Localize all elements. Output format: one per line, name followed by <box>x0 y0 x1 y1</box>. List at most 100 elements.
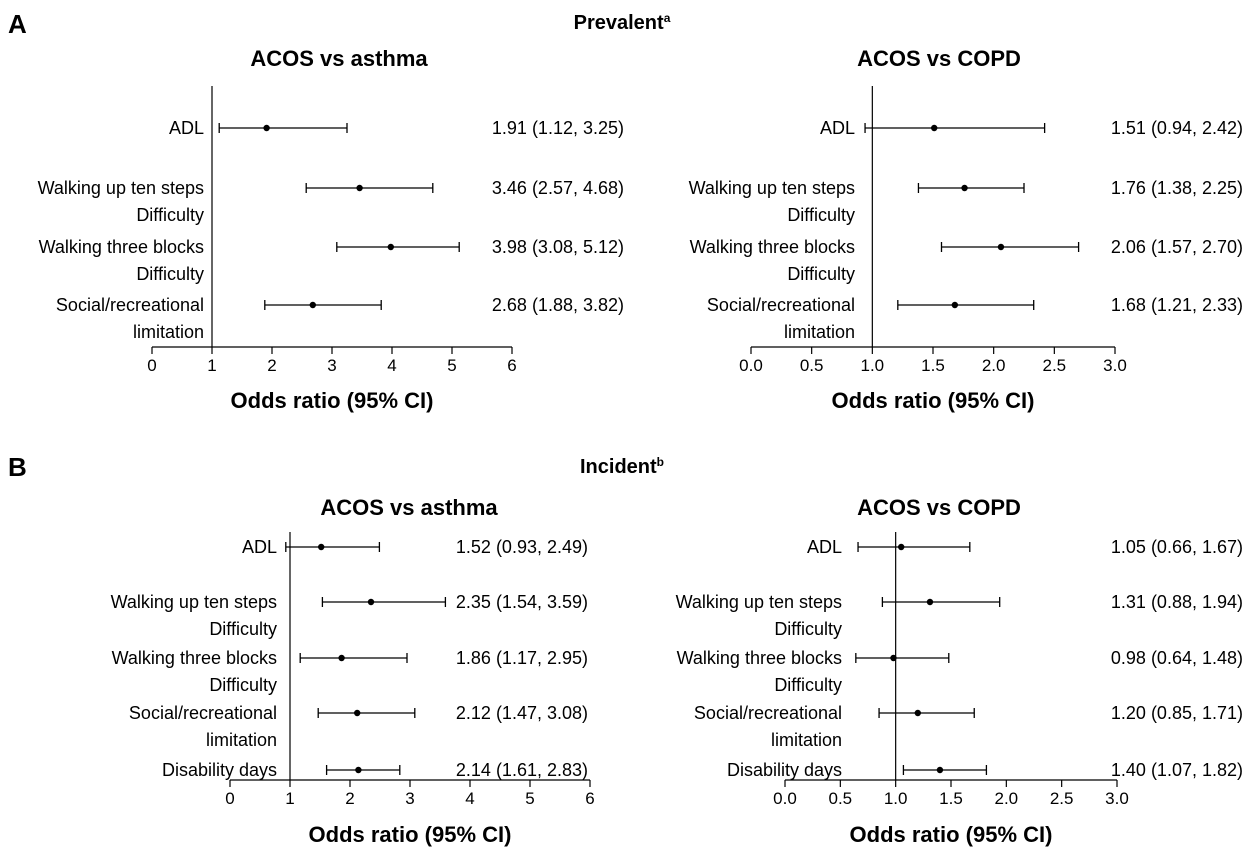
row-label: Walking up ten steps Difficulty <box>676 592 842 639</box>
point-estimate <box>318 543 325 551</box>
row-label: Social/recreational limitation <box>707 295 855 342</box>
plot-title: ACOS vs COPD <box>857 495 1021 520</box>
odds-ratio-text: 2.12 (1.47, 3.08) <box>456 703 588 723</box>
x-tick-label: 3.0 <box>1105 789 1129 808</box>
forest-plot-b-copd: ACOS vs COPD 0.0 0.5 1.0 1.5 2.0 2.5 3.0 Odds ra… <box>676 495 1243 847</box>
forest-plots: ACOS vs asthma 0 1 2 3 4 5 6 Odds ratio (95% CI)… <box>38 46 1243 847</box>
row-label: Walking up ten steps Difficulty <box>689 178 855 225</box>
odds-ratio-text: 3.46 (2.57, 4.68) <box>492 178 624 198</box>
x-axis-label: Odds ratio (95% CI) <box>850 822 1053 847</box>
x-tick-label: 3 <box>327 356 336 375</box>
row-label-line: Walking up ten steps <box>689 178 855 198</box>
forest-plot-b-asthma: ACOS vs asthma 0 1 2 3 4 5 6 Odds ratio (95% CI)… <box>111 495 595 847</box>
row-label-line: limitation <box>206 730 277 750</box>
row-label-line: Disability days <box>162 760 277 780</box>
row-label-line: ADL <box>807 537 842 557</box>
x-tick-label: 1.5 <box>921 356 945 375</box>
row-label-line: Social/recreational <box>707 295 855 315</box>
x-tick-label: 2.5 <box>1043 356 1067 375</box>
odds-ratio-text: 2.35 (1.54, 3.59) <box>456 592 588 612</box>
x-tick-label: 0 <box>225 789 234 808</box>
row-label: Social/recreational limitation <box>694 703 842 750</box>
panel-title-prevalent-text: Prevalent <box>574 12 664 34</box>
x-tick-label: 0.5 <box>829 789 853 808</box>
point-estimate <box>926 598 934 606</box>
point-estimate <box>936 766 944 774</box>
row-label-line: Walking three blocks <box>677 648 842 668</box>
row-label-line: Difficulty <box>787 205 855 225</box>
x-tick-label: 3 <box>405 789 414 808</box>
row-label: ADL <box>242 537 277 557</box>
point-estimate <box>338 654 345 662</box>
row-label-line: Difficulty <box>209 675 277 695</box>
x-tick-label: 0 <box>147 356 156 375</box>
point-estimate <box>263 124 270 132</box>
row-label-line: Social/recreational <box>129 703 277 723</box>
panel-title-incident-superscript: b <box>657 455 664 469</box>
x-tick-label: 6 <box>585 789 594 808</box>
row-label-line: Social/recreational <box>694 703 842 723</box>
x-tick-label: 5 <box>525 789 534 808</box>
odds-ratio-text: 1.52 (0.93, 2.49) <box>456 537 588 557</box>
odds-ratio-text: 1.31 (0.88, 1.94) <box>1111 592 1243 612</box>
x-axis-label: Odds ratio (95% CI) <box>309 822 512 847</box>
row-label-line: Disability days <box>727 760 842 780</box>
row-label: Social/recreational limitation <box>129 703 277 750</box>
row-label: Walking up ten steps Difficulty <box>111 592 277 639</box>
row-label-line: ADL <box>169 118 204 138</box>
row-label: Walking three blocks Difficulty <box>677 648 842 695</box>
x-tick-label: 2 <box>345 789 354 808</box>
forest-plot-a-asthma: ACOS vs asthma 0 1 2 3 4 5 6 Odds ratio (95% CI)… <box>38 46 624 413</box>
row-label-line: Walking up ten steps <box>111 592 277 612</box>
point-estimate <box>931 124 938 132</box>
row-label: Disability days <box>162 760 277 780</box>
x-tick-label: 1 <box>285 789 294 808</box>
row-label-line: limitation <box>133 322 204 342</box>
point-estimate <box>961 184 968 192</box>
x-tick-label: 0.5 <box>800 356 824 375</box>
odds-ratio-text: 1.68 (1.21, 2.33) <box>1111 295 1243 315</box>
point-estimate <box>997 243 1005 251</box>
row-label-line: Difficulty <box>774 619 842 639</box>
row-label-line: Walking up ten steps <box>676 592 842 612</box>
x-tick-label: 2.0 <box>995 789 1019 808</box>
x-axis-label: Odds ratio (95% CI) <box>832 388 1035 413</box>
row-label: ADL <box>169 118 204 138</box>
row-label-line: Difficulty <box>209 619 277 639</box>
odds-ratio-text: 0.98 (0.64, 1.48) <box>1111 648 1243 668</box>
odds-ratio-text: 2.68 (1.88, 3.82) <box>492 295 624 315</box>
x-tick-label: 1.0 <box>861 356 885 375</box>
panel-letter-b: B <box>8 452 27 482</box>
panel-title-incident-text: Incident <box>580 456 657 478</box>
plot-title: ACOS vs asthma <box>250 46 428 71</box>
odds-ratio-text: 1.91 (1.12, 3.25) <box>492 118 624 138</box>
plot-title: ACOS vs asthma <box>320 495 498 520</box>
row-label: Disability days <box>727 760 842 780</box>
point-estimate <box>355 766 362 774</box>
row-label-line: Difficulty <box>787 264 855 284</box>
row-label-line: Walking three blocks <box>39 237 204 257</box>
row-label-line: limitation <box>771 730 842 750</box>
odds-ratio-text: 1.76 (1.38, 2.25) <box>1111 178 1243 198</box>
row-label: Walking up ten steps Difficulty <box>38 178 204 225</box>
odds-ratio-text: 1.40 (1.07, 1.82) <box>1111 760 1243 780</box>
row-label-line: Walking three blocks <box>112 648 277 668</box>
row-label: Walking three blocks Difficulty <box>112 648 277 695</box>
x-tick-label: 1 <box>207 356 216 375</box>
x-tick-label: 5 <box>447 356 456 375</box>
row-label-line: limitation <box>784 322 855 342</box>
x-tick-label: 2.0 <box>982 356 1006 375</box>
row-label: ADL <box>807 537 842 557</box>
panel-title-incident: Incidentb <box>580 455 664 478</box>
point-estimate <box>951 301 959 309</box>
x-tick-label: 4 <box>387 356 396 375</box>
point-estimate <box>387 243 394 251</box>
forest-plot-a-copd: ACOS vs COPD 0.0 0.5 1.0 1.5 2.0 2.5 3.0 Odds ra… <box>689 46 1243 413</box>
row-label-line: Difficulty <box>136 205 204 225</box>
odds-ratio-text: 2.06 (1.57, 2.70) <box>1111 237 1243 257</box>
row-label: Social/recreational limitation <box>56 295 204 342</box>
point-estimate <box>914 709 921 717</box>
x-tick-label: 2.5 <box>1050 789 1074 808</box>
x-tick-label: 3.0 <box>1103 356 1127 375</box>
x-tick-label: 0.0 <box>773 789 797 808</box>
